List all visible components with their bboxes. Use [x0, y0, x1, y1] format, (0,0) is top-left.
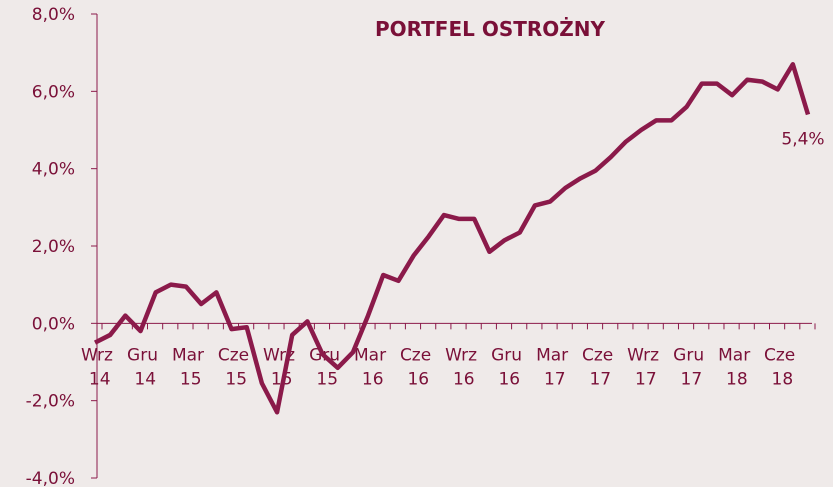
x-tick-label-line: 18: [721, 369, 748, 389]
x-tick-label: Mar 15: [172, 345, 204, 389]
x-tick-label: Gru 14: [127, 345, 158, 389]
x-tick-label: Cze 15: [218, 345, 249, 389]
x-tick-label-line: Cze: [764, 345, 795, 365]
x-tick-label: Wrz 17: [627, 345, 659, 389]
x-tick-label-line: Mar: [354, 345, 386, 365]
data-label: 5,4%: [781, 130, 824, 150]
x-tick-label: Wrz 14: [81, 345, 113, 389]
x-tick-label-line: 18: [766, 369, 793, 389]
data-line: [93, 62, 811, 415]
y-tick-label: -4,0%: [26, 469, 75, 487]
x-tick-label: Mar 17: [536, 345, 568, 389]
x-tick-label-line: 17: [539, 369, 566, 389]
chart-title: PORTFEL OSTROŻNY: [375, 17, 606, 41]
x-tick-label-line: 17: [584, 369, 611, 389]
x-tick-label-line: 15: [174, 369, 201, 389]
y-tick-label: 4,0%: [32, 160, 75, 180]
x-tick-label: Gru 16: [491, 345, 522, 389]
x-tick-label-line: 16: [357, 369, 384, 389]
x-tick-label-line: Cze: [582, 345, 613, 365]
x-tick-label-line: 17: [630, 369, 657, 389]
x-tick-label: Cze 16: [400, 345, 431, 389]
x-tick-label-line: 16: [402, 369, 429, 389]
x-tick-label-line: Gru: [491, 345, 522, 365]
x-tick-label-line: Mar: [718, 345, 750, 365]
y-tick-label: 6,0%: [32, 82, 75, 102]
y-tick-label: 0,0%: [32, 314, 75, 334]
x-tick-label-line: 16: [448, 369, 475, 389]
x-tick-label-line: Mar: [536, 345, 568, 365]
x-tick-label-line: Mar: [172, 345, 204, 365]
x-tick-label: Mar 16: [354, 345, 386, 389]
x-tick-label-line: Wrz: [81, 345, 113, 365]
x-tick-label-line: Wrz: [627, 345, 659, 365]
x-tick-label-line: 15: [220, 369, 247, 389]
x-tick-label: Gru 17: [673, 345, 704, 389]
x-tick-label: Mar 18: [718, 345, 750, 389]
x-tick-label: Cze 17: [582, 345, 613, 389]
x-tick-label-line: 14: [129, 369, 156, 389]
x-tick-label-line: Gru: [127, 345, 158, 365]
x-tick-label: Cze 18: [764, 345, 795, 389]
x-tick-label-line: 15: [311, 369, 338, 389]
x-tick-label: Wrz 16: [445, 345, 477, 389]
x-tick-label-line: Gru: [673, 345, 704, 365]
x-tick-label-line: Wrz: [445, 345, 477, 365]
y-tick-label: 8,0%: [32, 5, 75, 25]
x-tick-label-line: Cze: [218, 345, 249, 365]
x-tick-label-line: Cze: [400, 345, 431, 365]
x-tick-label-line: 16: [493, 369, 520, 389]
y-tick-label: 2,0%: [32, 237, 75, 257]
x-tick-label-line: 15: [266, 369, 293, 389]
x-tick-label-line: 17: [675, 369, 702, 389]
y-tick-label: -2,0%: [26, 392, 75, 412]
x-tick-label-line: 14: [83, 369, 110, 389]
